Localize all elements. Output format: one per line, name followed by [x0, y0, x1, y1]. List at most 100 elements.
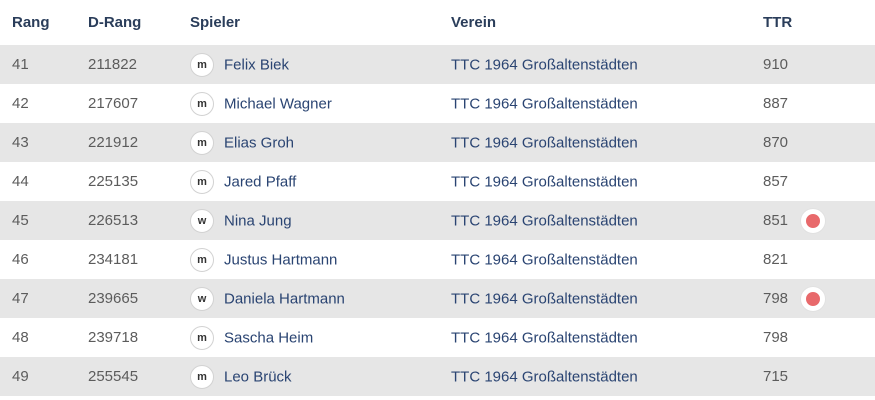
- gender-badge: m: [190, 52, 214, 77]
- club-name-link[interactable]: TTC 1964 Großaltenstädten: [451, 56, 638, 74]
- table-row: 45 226513 w Nina Jung TTC 1964 Großaltenstäd…: [0, 201, 875, 240]
- ttr-cell: 910: [763, 45, 875, 84]
- player-name-link[interactable]: Daniela Hartmann: [224, 290, 345, 307]
- ttr-cell: 870: [763, 123, 875, 162]
- club-name-link[interactable]: TTC 1964 Großaltenstädten: [451, 329, 638, 347]
- verein-cell: TTC 1964 Großaltenstädten: [451, 123, 763, 162]
- ttr-cell: 798: [763, 279, 875, 318]
- d-rang-cell: 239665: [88, 279, 190, 318]
- player-name-link[interactable]: Michael Wagner: [224, 95, 332, 112]
- header-d-rang[interactable]: D-Rang: [88, 14, 142, 31]
- d-rang-cell: 234181: [88, 240, 190, 279]
- club-name-link[interactable]: TTC 1964 Großaltenstädten: [451, 134, 638, 152]
- gender-badge: m: [190, 247, 214, 272]
- ttr-cell: 821: [763, 240, 875, 279]
- club-name-link[interactable]: TTC 1964 Großaltenstädten: [451, 173, 638, 191]
- spieler-cell: m Michael Wagner: [190, 84, 451, 123]
- gender-badge: w: [190, 208, 214, 233]
- rang-cell: 49: [0, 357, 88, 396]
- rang-cell: 44: [0, 162, 88, 201]
- rang-cell: 43: [0, 123, 88, 162]
- ttr-value: 857: [763, 173, 789, 191]
- verein-cell: TTC 1964 Großaltenstädten: [451, 201, 763, 240]
- header-ttr[interactable]: TTR: [763, 14, 793, 31]
- ttr-value: 821: [763, 251, 789, 269]
- gender-badge: w: [190, 286, 214, 311]
- table-header-row: Rang D-Rang Spieler Verein TTR: [0, 0, 875, 45]
- table-row: 41 211822 m Felix Biek TTC 1964 Großaltenstä…: [0, 45, 875, 84]
- player-name-link[interactable]: Leo Brück: [224, 368, 292, 385]
- d-rang-cell: 239718: [88, 318, 190, 357]
- gender-badge: m: [190, 130, 214, 155]
- club-name-link[interactable]: TTC 1964 Großaltenstädten: [451, 212, 638, 230]
- table-row: 46 234181 m Justus Hartmann TTC 1964 Großalt…: [0, 240, 875, 279]
- player-name-link[interactable]: Elias Groh: [224, 134, 295, 151]
- spieler-cell: m Sascha Heim: [190, 318, 451, 357]
- ttr-cell: 798: [763, 318, 875, 357]
- d-rang-cell: 211822: [88, 45, 190, 84]
- status-dot-icon: [801, 286, 825, 311]
- verein-cell: TTC 1964 Großaltenstädten: [451, 240, 763, 279]
- club-name-link[interactable]: TTC 1964 Großaltenstädten: [451, 95, 638, 113]
- gender-badge: m: [190, 325, 214, 350]
- player-name-link[interactable]: Felix Biek: [224, 56, 290, 73]
- gender-badge: m: [190, 169, 214, 194]
- spieler-cell: m Leo Brück: [190, 357, 451, 396]
- verein-cell: TTC 1964 Großaltenstädten: [451, 357, 763, 396]
- d-rang-cell: 217607: [88, 84, 190, 123]
- spieler-cell: m Elias Groh: [190, 123, 451, 162]
- spieler-cell: w Daniela Hartmann: [190, 279, 451, 318]
- rang-cell: 48: [0, 318, 88, 357]
- ttr-value: 887: [763, 95, 789, 113]
- verein-cell: TTC 1964 Großaltenstädten: [451, 279, 763, 318]
- player-name-link[interactable]: Justus Hartmann: [224, 251, 338, 268]
- ttr-value: 798: [763, 329, 789, 347]
- gender-badge: m: [190, 364, 214, 389]
- rang-cell: 46: [0, 240, 88, 279]
- spieler-cell: m Felix Biek: [190, 45, 451, 84]
- player-name-link[interactable]: Nina Jung: [224, 212, 292, 229]
- verein-cell: TTC 1964 Großaltenstädten: [451, 84, 763, 123]
- ttr-value: 798: [763, 290, 789, 307]
- spieler-cell: m Jared Pfaff: [190, 162, 451, 201]
- rang-cell: 41: [0, 45, 88, 84]
- table-row: 43 221912 m Elias Groh TTC 1964 Großaltenstä…: [0, 123, 875, 162]
- d-rang-cell: 221912: [88, 123, 190, 162]
- table-body: 41 211822 m Felix Biek TTC 1964 Großaltenstä…: [0, 45, 875, 396]
- ttr-value: 715: [763, 368, 789, 386]
- ttr-value: 870: [763, 134, 789, 152]
- ttr-cell: 857: [763, 162, 875, 201]
- d-rang-cell: 255545: [88, 357, 190, 396]
- ttr-value: 851: [763, 212, 789, 229]
- header-spieler[interactable]: Spieler: [190, 14, 241, 31]
- table-row: 47 239665 w Daniela Hartmann TTC 1964 Großal…: [0, 279, 875, 318]
- ttr-cell: 851: [763, 201, 875, 240]
- rang-cell: 47: [0, 279, 88, 318]
- club-name-link[interactable]: TTC 1964 Großaltenstädten: [451, 251, 638, 269]
- table-row: 44 225135 m Jared Pfaff TTC 1964 Großaltenst…: [0, 162, 875, 201]
- club-name-link[interactable]: TTC 1964 Großaltenstädten: [451, 368, 638, 386]
- verein-cell: TTC 1964 Großaltenstädten: [451, 45, 763, 84]
- d-rang-cell: 225135: [88, 162, 190, 201]
- table-row: 49 255545 m Leo Brück TTC 1964 Großaltenstäd…: [0, 357, 875, 396]
- header-verein[interactable]: Verein: [451, 14, 497, 31]
- player-name-link[interactable]: Sascha Heim: [224, 329, 314, 346]
- ttr-cell: 715: [763, 357, 875, 396]
- table-row: 42 217607 m Michael Wagner TTC 1964 Großalte…: [0, 84, 875, 123]
- rang-cell: 42: [0, 84, 88, 123]
- status-dot-icon: [801, 208, 825, 233]
- gender-badge: m: [190, 91, 214, 116]
- player-name-link[interactable]: Jared Pfaff: [224, 173, 297, 190]
- rang-cell: 45: [0, 201, 88, 240]
- spieler-cell: w Nina Jung: [190, 201, 451, 240]
- club-name-link[interactable]: TTC 1964 Großaltenstädten: [451, 290, 638, 308]
- ttr-value: 910: [763, 56, 789, 74]
- verein-cell: TTC 1964 Großaltenstädten: [451, 318, 763, 357]
- spieler-cell: m Justus Hartmann: [190, 240, 451, 279]
- d-rang-cell: 226513: [88, 201, 190, 240]
- verein-cell: TTC 1964 Großaltenstädten: [451, 162, 763, 201]
- ttr-cell: 887: [763, 84, 875, 123]
- table-row: 48 239718 m Sascha Heim TTC 1964 Großaltenst…: [0, 318, 875, 357]
- header-rang[interactable]: Rang: [12, 14, 50, 31]
